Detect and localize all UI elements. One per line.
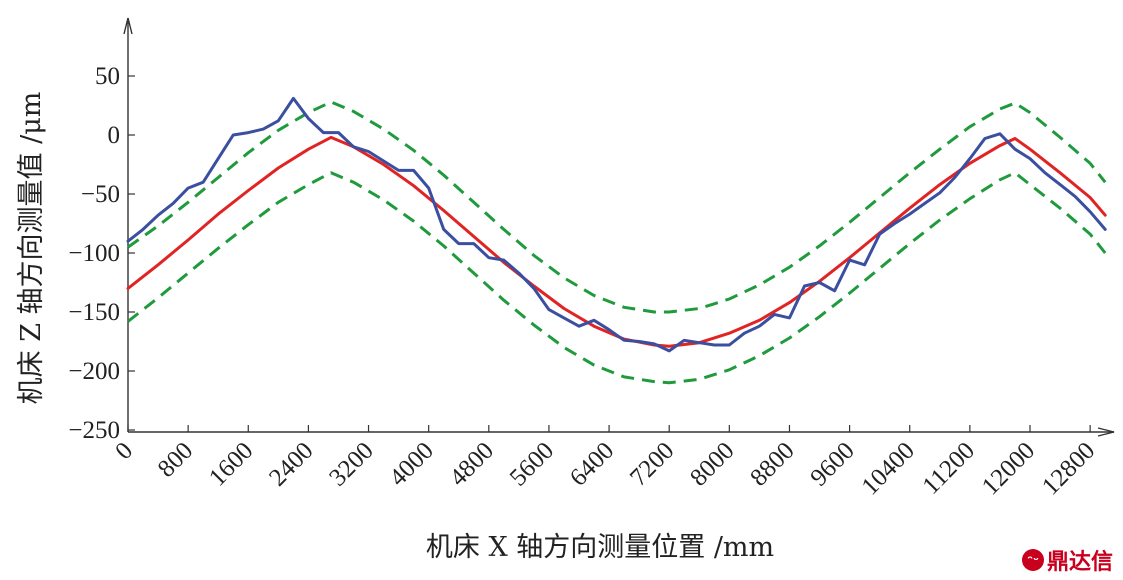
x-tick-label: 0 — [110, 437, 138, 465]
x-tick-label: 6400 — [565, 437, 619, 491]
x-tick-label: 8800 — [745, 437, 799, 491]
y-tick-label: −250 — [68, 417, 120, 444]
y-tick-label: −200 — [68, 358, 120, 385]
watermark-logo-icon: ᵔᵕ — [1021, 549, 1044, 571]
y-axis-arrow-icon — [123, 17, 133, 35]
lower-tolerance-series — [127, 171, 1107, 385]
x-tick-label: 5600 — [505, 437, 559, 491]
x-tick-label: 9600 — [805, 437, 859, 491]
x-tick-label: 4000 — [384, 437, 438, 491]
x-tick-label: 8000 — [685, 437, 739, 491]
x-tick-label: 2400 — [264, 437, 318, 491]
x-tick-label: 12000 — [977, 437, 1040, 500]
series-layer — [126, 96, 1107, 385]
upper-tolerance-series — [127, 100, 1107, 314]
x-tick-label: 3200 — [324, 437, 378, 491]
y-tick-label: −150 — [68, 299, 120, 326]
watermark-text: 鼎达信 — [1046, 550, 1113, 575]
x-axis-arrow-icon — [1097, 427, 1115, 437]
x-tick-label: 11200 — [917, 437, 980, 500]
x-tick-label: 1600 — [204, 437, 258, 491]
x-tick-label: 10400 — [857, 437, 920, 500]
y-tick-label: −50 — [81, 181, 120, 208]
x-tick-label: 7200 — [625, 437, 679, 491]
y-tick-label: −100 — [68, 240, 120, 267]
axes — [123, 17, 1115, 437]
fitted-series — [126, 135, 1107, 348]
x-tick-label: 4800 — [445, 437, 499, 491]
watermark: ᵔᵕ 鼎达信 — [1021, 544, 1113, 576]
x-axis-title: 机床 X 轴方向测量位置 /mm — [426, 532, 774, 563]
y-tick-label: 50 — [95, 63, 120, 90]
x-tick-label: 12800 — [1037, 437, 1100, 500]
x-tick-label: 800 — [153, 437, 199, 483]
y-tick-label: 0 — [108, 122, 121, 149]
y-axis-title: 机床 Z 轴方向测量值 /μm — [16, 92, 47, 405]
measured-series — [126, 96, 1107, 353]
